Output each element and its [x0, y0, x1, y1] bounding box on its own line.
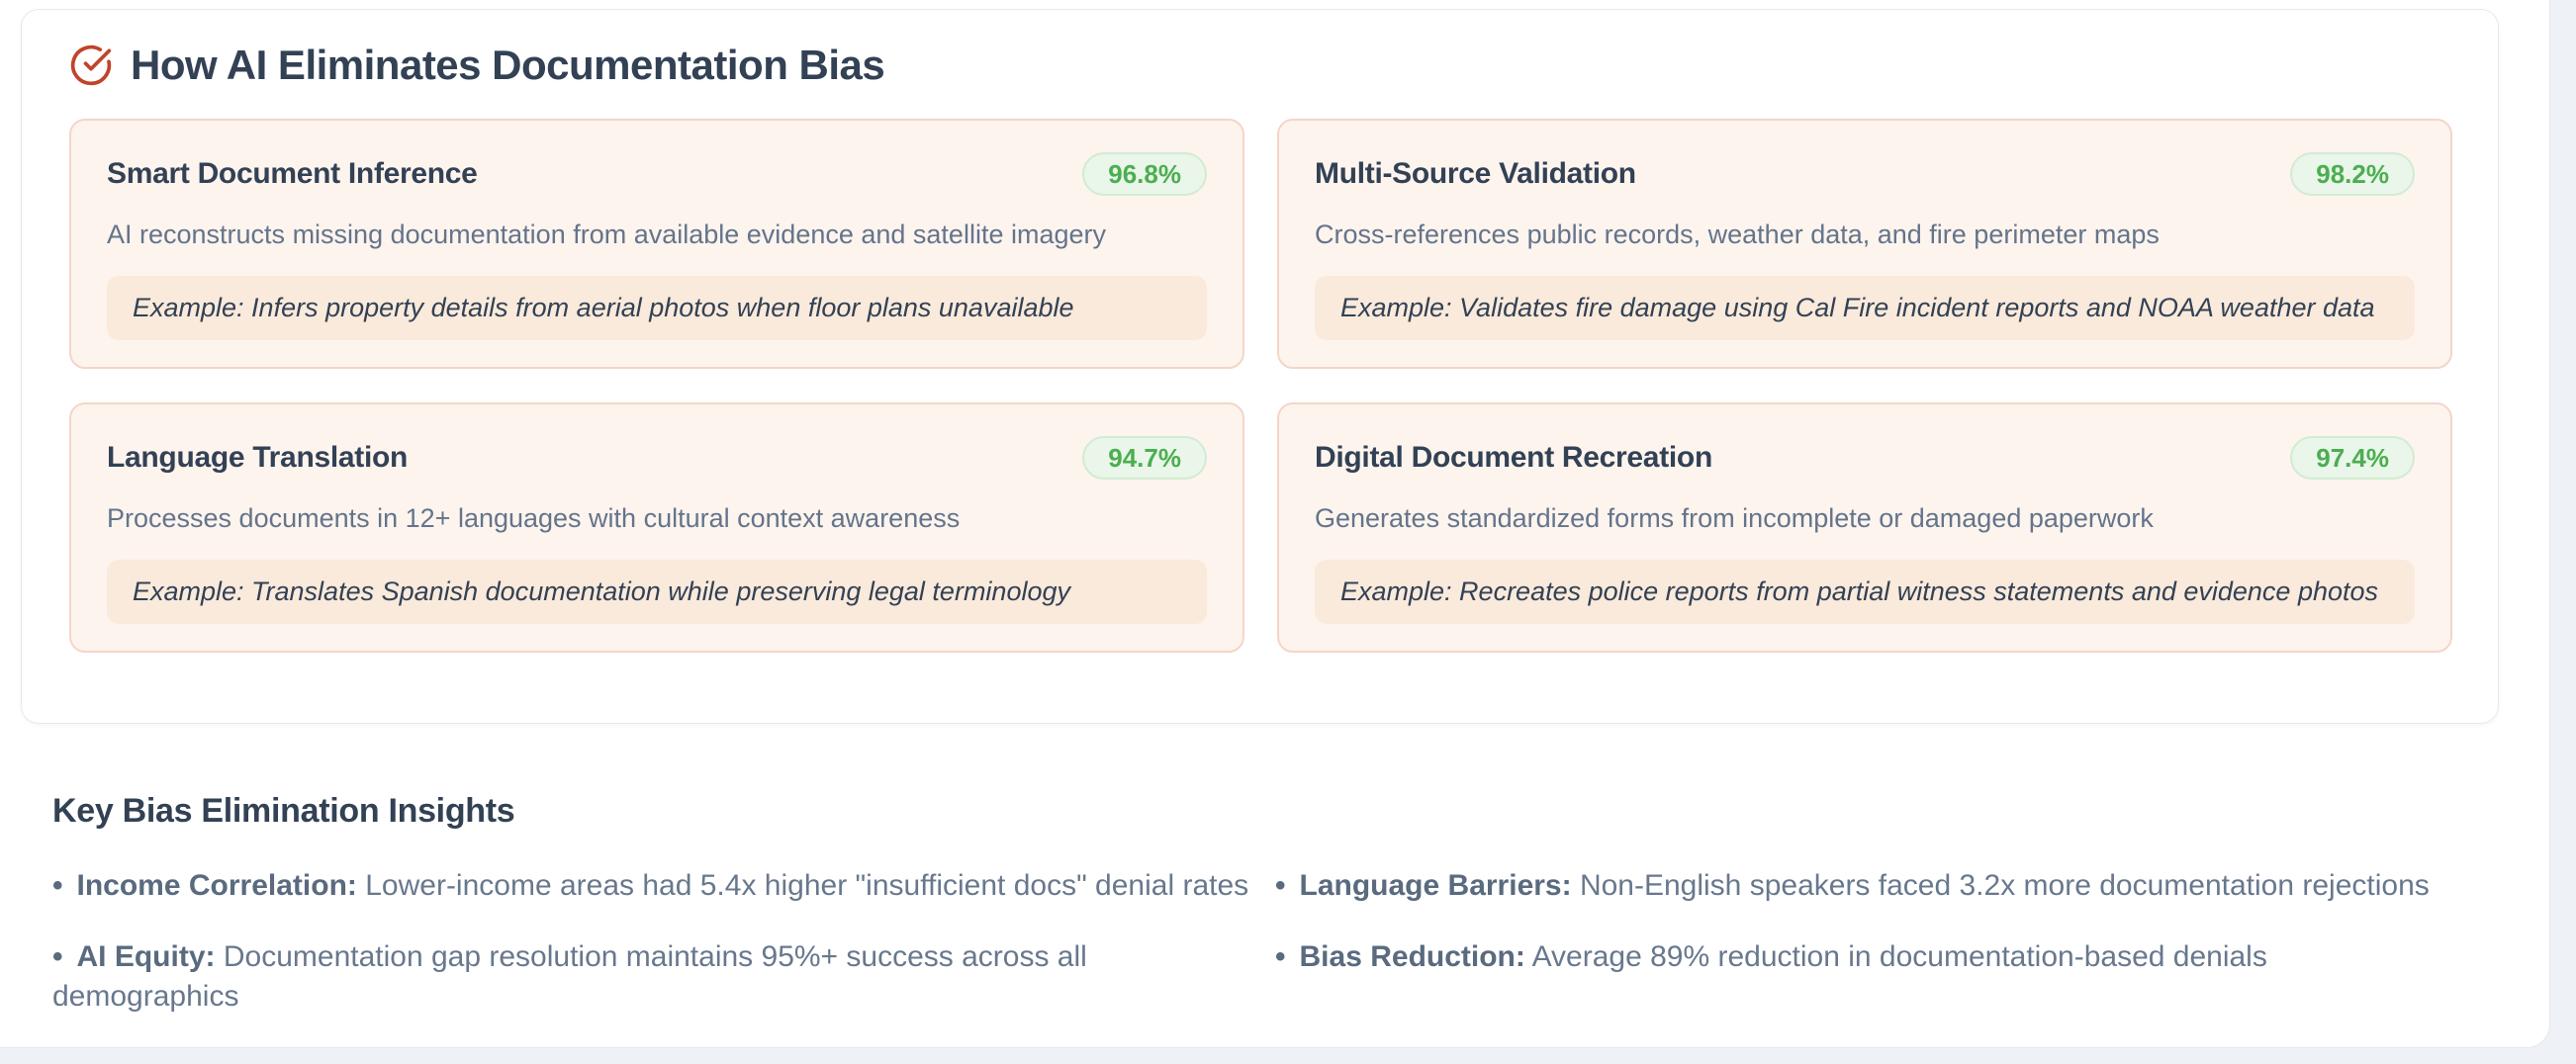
card-example: Example: Translates Spanish documentatio…: [107, 560, 1207, 624]
card-header: Smart Document Inference 96.8%: [107, 152, 1207, 196]
card-title: Digital Document Recreation: [1315, 441, 1712, 474]
feature-card-smart-document-inference: Smart Document Inference 96.8% AI recons…: [69, 119, 1244, 369]
bullet-icon: •: [52, 940, 63, 973]
insight-text: Average 89% reduction in documentation-b…: [1531, 940, 2267, 973]
insight-bias-reduction: • Bias Reduction: Average 89% reduction i…: [1275, 937, 2466, 1017]
insights-title: Key Bias Elimination Insights: [52, 792, 515, 830]
card-header: Digital Document Recreation 97.4%: [1315, 436, 2415, 480]
feature-card-multi-source-validation: Multi-Source Validation 98.2% Cross-refe…: [1277, 119, 2452, 369]
ai-documentation-bias-panel: How AI Eliminates Documentation Bias Sma…: [21, 9, 2499, 724]
card-description: Generates standardized forms from incomp…: [1315, 503, 2154, 533]
insight-language-barriers: • Language Barriers: Non-English speakers…: [1275, 866, 2466, 906]
check-circle-icon: [69, 44, 113, 87]
content-card: How AI Eliminates Documentation Bias Sma…: [0, 0, 2550, 1048]
card-title: Multi-Source Validation: [1315, 157, 1636, 190]
bullet-icon: •: [52, 869, 63, 902]
insights-grid: • Income Correlation: Lower-income areas …: [52, 866, 2466, 1017]
card-header: Language Translation 94.7%: [107, 436, 1207, 480]
accuracy-badge: 98.2%: [2290, 152, 2415, 196]
insight-text: Lower-income areas had 5.4x higher "insu…: [365, 869, 1249, 902]
bullet-icon: •: [1275, 940, 1286, 973]
feature-card-digital-document-recreation: Digital Document Recreation 97.4% Genera…: [1277, 402, 2452, 653]
accuracy-badge: 96.8%: [1082, 152, 1207, 196]
key-insights-section: Key Bias Elimination Insights • Income Co…: [52, 792, 2466, 1017]
bullet-icon: •: [1275, 869, 1286, 902]
insight-label: Income Correlation:: [76, 869, 357, 902]
card-example: Example: Recreates police reports from p…: [1315, 560, 2415, 624]
insight-ai-equity: • AI Equity: Documentation gap resolution…: [52, 937, 1275, 1017]
panel-header: How AI Eliminates Documentation Bias: [69, 42, 2498, 89]
insight-text: Documentation gap resolution maintains 9…: [52, 940, 1087, 1013]
feature-cards-grid: Smart Document Inference 96.8% AI recons…: [69, 119, 2452, 653]
insight-label: Language Barriers:: [1299, 869, 1572, 902]
panel-title: How AI Eliminates Documentation Bias: [131, 42, 885, 88]
card-description: AI reconstructs missing documentation fr…: [107, 220, 1106, 249]
accuracy-badge: 97.4%: [2290, 436, 2415, 480]
card-title: Language Translation: [107, 441, 409, 474]
insight-income-correlation: • Income Correlation: Lower-income areas …: [52, 866, 1275, 906]
insight-text: Non-English speakers faced 3.2x more doc…: [1579, 869, 2430, 902]
card-example: Example: Infers property details from ae…: [107, 276, 1207, 340]
feature-card-language-translation: Language Translation 94.7% Processes doc…: [69, 402, 1244, 653]
insight-label: Bias Reduction:: [1299, 940, 1525, 973]
insight-label: AI Equity:: [76, 940, 216, 973]
card-title: Smart Document Inference: [107, 157, 478, 190]
card-description: Cross-references public records, weather…: [1315, 220, 2160, 249]
card-header: Multi-Source Validation 98.2%: [1315, 152, 2415, 196]
card-description: Processes documents in 12+ languages wit…: [107, 503, 961, 533]
accuracy-badge: 94.7%: [1082, 436, 1207, 480]
card-example: Example: Validates fire damage using Cal…: [1315, 276, 2415, 340]
